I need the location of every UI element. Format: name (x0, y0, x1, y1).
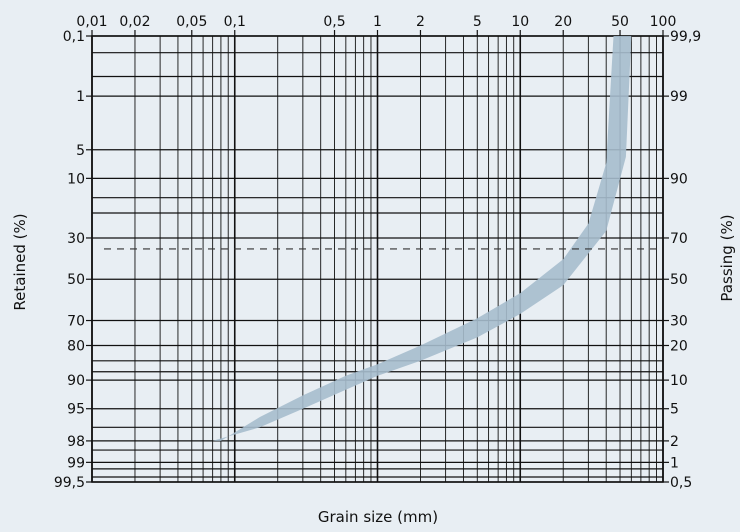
right-tick-label: 90 (670, 171, 688, 187)
x-axis-title: Grain size (mm) (318, 508, 438, 526)
grading-band (212, 36, 632, 441)
left-tick-label: 5 (76, 143, 85, 159)
left-tick-label: 0,1 (63, 29, 85, 45)
right-tick-label: 0,5 (670, 475, 692, 491)
left-tick-label: 50 (67, 272, 85, 288)
left-tick-label: 80 (67, 338, 85, 354)
left-tick-label: 10 (67, 171, 85, 187)
right-tick-label: 2 (670, 434, 679, 450)
left-tick-label: 90 (67, 373, 85, 389)
left-tick-label: 30 (67, 231, 85, 247)
right-tick-label: 30 (670, 314, 688, 330)
right-tick-label: 1 (670, 455, 679, 471)
left-tick-label: 99,5 (54, 475, 85, 491)
left-tick-label: 70 (67, 314, 85, 330)
right-tick-label: 70 (670, 231, 688, 247)
right-tick-label: 20 (670, 338, 688, 354)
grid (86, 30, 669, 483)
right-tick-label: 5 (670, 402, 679, 418)
left-tick-label: 98 (67, 434, 85, 450)
grading-band-layer (212, 36, 632, 441)
tick-labels: 0,01 0,02 0,05 0,1 0,5 1 2 5 10 20 50 100 0,1 1 5 10 30 5… (54, 14, 701, 491)
right-y-axis-title: Passing (%) (718, 214, 736, 301)
right-tick-label: 99 (670, 89, 688, 105)
x-tick-label: 10 (511, 14, 529, 30)
right-tick-label: 50 (670, 272, 688, 288)
x-tick-label: 0,01 (76, 14, 107, 30)
left-tick-label: 99 (67, 455, 85, 471)
x-tick-label: 0,1 (224, 14, 246, 30)
x-tick-label: 20 (554, 14, 572, 30)
left-tick-label: 95 (67, 402, 85, 418)
left-y-axis-title: Retained (%) (11, 213, 29, 310)
x-tick-label: 0,02 (119, 14, 150, 30)
x-tick-label: 0,5 (323, 14, 345, 30)
right-tick-label: 99,9 (670, 29, 701, 45)
x-tick-label: 100 (650, 14, 677, 30)
x-tick-label: 5 (473, 14, 482, 30)
right-tick-label: 10 (670, 373, 688, 389)
x-tick-label: 2 (416, 14, 425, 30)
x-tick-label: 1 (373, 14, 382, 30)
x-tick-label: 50 (611, 14, 629, 30)
left-tick-label: 1 (76, 89, 85, 105)
x-tick-label: 0,05 (176, 14, 207, 30)
